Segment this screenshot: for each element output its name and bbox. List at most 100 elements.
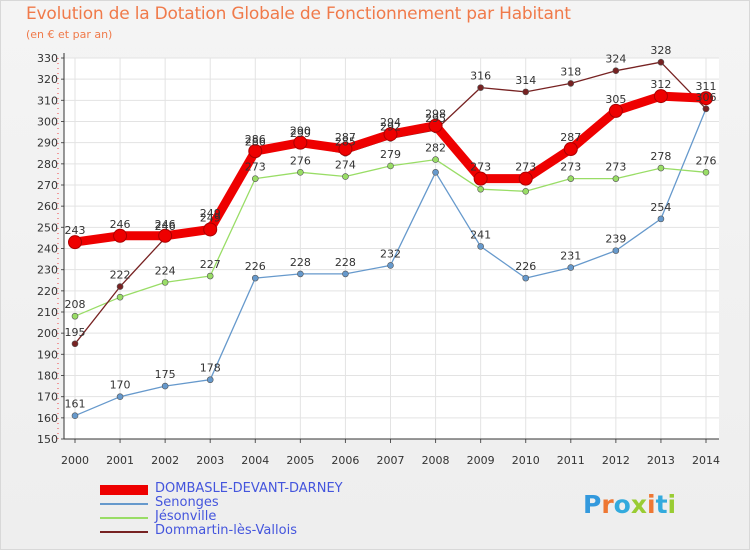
series-point-dommartin-l-s-vallois-2013 (657, 58, 665, 66)
series-point-dommartin-l-s-vallois-2012 (612, 67, 620, 74)
data-label-senonges-2005: 228 (290, 256, 311, 269)
series-point-senonges-2012 (612, 247, 620, 254)
data-label-j-sonville-2000: 208 (65, 298, 86, 311)
data-label-j-sonville-2011: 273 (560, 161, 581, 174)
series-layer (68, 58, 713, 420)
x-tick-label-2004: 2004 (241, 454, 269, 467)
series-point-senonges-2010 (522, 274, 530, 282)
series-point-senonges-2002 (161, 382, 169, 390)
y-tick-label-160: 160 (37, 412, 58, 425)
series-point-senonges-2003 (206, 376, 214, 384)
x-tick-label-2000: 2000 (61, 454, 89, 467)
data-label-dommartin-l-s-vallois-2009: 316 (470, 70, 491, 83)
data-label-senonges-2004: 226 (245, 260, 266, 273)
data-label-dommartin-l-s-vallois-2011: 318 (560, 65, 581, 78)
legend-label-jesonville: Jésonville (155, 509, 217, 524)
series-point-dombasle-devant-darney-2009 (473, 171, 488, 186)
series-point-dombasle-devant-darney-2001 (113, 228, 128, 243)
series-point-senonges-2011 (567, 264, 575, 271)
logo-letter: i (667, 490, 677, 519)
series-point-j-sonville-2002 (161, 279, 169, 286)
series-point-j-sonville-2008 (432, 156, 439, 163)
data-label-senonges-2003: 178 (200, 362, 221, 375)
legend-swatch-jesonville (100, 517, 148, 519)
series-point-dombasle-devant-darney-2007 (383, 127, 398, 142)
data-label-senonges-2010: 226 (515, 260, 536, 273)
logo-letter: x (630, 490, 647, 519)
data-label-senonges-2007: 232 (380, 247, 401, 260)
x-tick-label-2005: 2005 (286, 454, 314, 467)
data-label-dombasle-devant-darney-2003: 249 (200, 211, 221, 224)
data-label-j-sonville-2002: 224 (155, 264, 176, 277)
data-label-j-sonville-2012: 273 (605, 161, 626, 174)
y-tick-label-190: 190 (37, 348, 58, 361)
series-point-j-sonville-2001 (116, 293, 124, 301)
x-tick-label-2008: 2008 (422, 454, 450, 467)
series-point-dommartin-l-s-vallois-2010 (522, 88, 530, 96)
series-point-j-sonville-2005 (297, 169, 304, 176)
legend-item-senonges: Senonges (100, 495, 500, 511)
series-point-dommartin-l-s-vallois-2000 (71, 340, 79, 348)
data-label-dommartin-l-s-vallois-2012: 324 (605, 53, 626, 66)
data-label-dombasle-devant-darney-2013: 312 (650, 78, 671, 91)
x-tick-label-2012: 2012 (602, 454, 630, 467)
series-point-senonges-2007 (387, 262, 394, 269)
series-point-senonges-2001 (116, 393, 124, 400)
series-point-senonges-2008 (432, 169, 439, 176)
data-label-dommartin-l-s-vallois-2004: 286 (245, 135, 266, 148)
data-label-dommartin-l-s-vallois-2003: 249 (200, 207, 221, 220)
series-point-dombasle-devant-darney-2014 (699, 91, 713, 106)
data-label-dombasle-devant-darney-2011: 287 (560, 131, 581, 144)
data-label-dombasle-devant-darney-2012: 305 (605, 93, 626, 106)
legend-label-senonges: Senonges (155, 495, 219, 510)
data-label-dombasle-devant-darney-2010: 273 (515, 161, 536, 174)
series-point-j-sonville-2013 (657, 164, 665, 172)
x-tick-label-2006: 2006 (331, 454, 359, 467)
logo-letter: o (613, 490, 631, 519)
x-tick-label-2002: 2002 (151, 454, 179, 467)
data-label-senonges-2012: 239 (605, 233, 626, 246)
legend-label-dommartin: Dommartin-lès-Vallois (155, 523, 297, 538)
y-tick-label-210: 210 (37, 306, 58, 319)
y-tick-label-330: 330 (37, 52, 58, 65)
series-point-j-sonville-2014 (702, 169, 710, 176)
data-label-j-sonville-2013: 278 (650, 150, 671, 163)
data-label-senonges-2006: 228 (335, 256, 356, 269)
series-point-dombasle-devant-darney-2003 (203, 222, 218, 237)
series-point-senonges-2004 (251, 274, 259, 282)
chart-subtitle: (en € et par an) (26, 28, 113, 41)
data-label-senonges-2009: 241 (470, 228, 491, 241)
data-label-dommartin-l-s-vallois-2007: 292 (380, 120, 401, 133)
data-label-dommartin-l-s-vallois-2014: 306 (696, 91, 717, 104)
series-point-senonges-2005 (297, 270, 304, 278)
chart-title: Evolution de la Dotation Globale de Fonc… (26, 4, 571, 24)
legend-item-dombasle: DOMBASLE-DEVANT-DARNEY (100, 481, 500, 497)
series-point-j-sonville-2006 (342, 173, 349, 180)
y-tick-label-240: 240 (37, 243, 58, 256)
data-label-j-sonville-2004: 273 (245, 161, 266, 174)
series-point-dombasle-devant-darney-2013 (653, 89, 668, 104)
x-tick-label-2013: 2013 (647, 454, 675, 467)
data-label-dommartin-l-s-vallois-2006: 285 (335, 135, 356, 148)
data-label-dommartin-l-s-vallois-2002: 246 (155, 220, 176, 233)
series-point-dombasle-devant-darney-2004 (248, 144, 263, 159)
x-tick-label-2010: 2010 (512, 454, 540, 467)
data-label-dombasle-devant-darney-2002: 246 (155, 218, 176, 231)
data-label-dombasle-devant-darney-2014: 311 (696, 80, 717, 93)
data-label-j-sonville-2006: 274 (335, 159, 356, 172)
data-label-dombasle-devant-darney-2004: 286 (245, 133, 266, 146)
data-label-j-sonville-2003: 227 (200, 258, 221, 271)
legend-swatch-senonges (100, 503, 148, 505)
y-tick-label-250: 250 (37, 221, 58, 234)
series-point-j-sonville-2011 (567, 175, 575, 182)
series-point-dombasle-devant-darney-2002 (158, 228, 173, 243)
data-label-j-sonville-2007: 279 (380, 148, 401, 161)
series-point-dombasle-devant-darney-2011 (563, 142, 578, 157)
series-point-dombasle-devant-darney-2006 (338, 142, 353, 157)
series-point-j-sonville-2000 (71, 312, 79, 320)
y-tick-label-300: 300 (37, 116, 58, 129)
data-label-j-sonville-2014: 276 (696, 154, 717, 167)
series-point-dommartin-l-s-vallois-2011 (567, 80, 575, 87)
data-label-j-sonville-2005: 276 (290, 154, 311, 167)
